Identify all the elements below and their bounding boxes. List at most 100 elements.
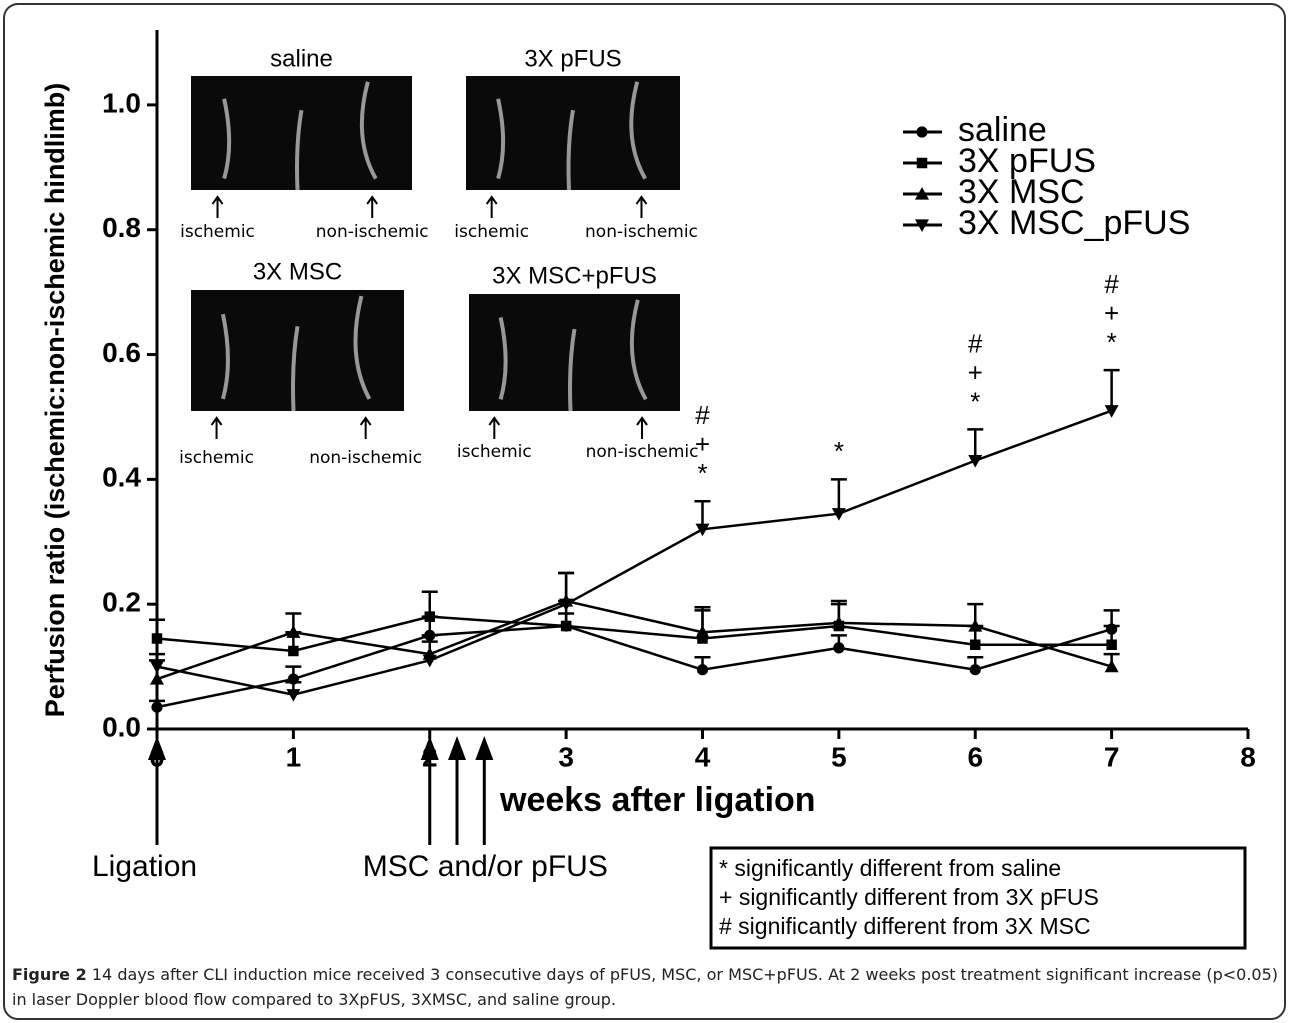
inset-arrow (366, 195, 379, 218)
inset-arrow (636, 416, 648, 439)
inset-label: non-ischemic (316, 222, 429, 242)
inset-label: non-ischemic (586, 442, 699, 462)
marker (559, 598, 574, 612)
legend-label: 3X pFUS (958, 142, 1096, 180)
inset-vessel (220, 295, 372, 412)
inset-vessel (222, 81, 378, 191)
inset-title: 3X pFUS (524, 45, 621, 72)
y-tick-label: 0.0 (102, 711, 141, 742)
inset-label: non-ischemic (309, 448, 422, 468)
marker (151, 701, 163, 713)
y-tick-label: 0.2 (102, 587, 141, 618)
y-tick-label: 1.0 (102, 87, 141, 118)
inset-arrow (488, 416, 501, 439)
marker (970, 639, 981, 650)
caption-text: 14 days after CLI induction mice receive… (12, 965, 1279, 1009)
key-box (709, 846, 1247, 950)
significance-mark: # (695, 400, 710, 430)
event-arrowhead (420, 736, 439, 760)
marker (915, 187, 929, 200)
x-tick-label: 5 (831, 741, 847, 772)
marker (697, 633, 708, 644)
marker (969, 664, 981, 676)
caption-label: Figure 2 (12, 965, 87, 984)
significance-mark: * (697, 458, 707, 488)
key-text: * significantly different from saline (719, 855, 1061, 881)
marker (286, 689, 301, 702)
series-line (156, 624, 1112, 709)
significance-mark: # (1104, 269, 1119, 299)
marker (1104, 659, 1119, 673)
inset-arrow (635, 195, 648, 218)
marker (833, 642, 845, 654)
marker (150, 672, 164, 685)
event-arrowhead (475, 736, 494, 760)
x-tick-label: 1 (286, 741, 302, 772)
marker (916, 126, 928, 138)
frame (3, 3, 1286, 1020)
event-label: MSC and/or pFUS (363, 850, 608, 883)
x-tick-label: 3 (558, 741, 574, 772)
inset-arrow (211, 195, 224, 218)
marker (560, 620, 572, 632)
event-arrowhead (448, 736, 467, 760)
significance-mark: + (968, 357, 983, 387)
inset-arrow (210, 416, 223, 439)
inset-vessel (498, 299, 648, 412)
inset-label: ischemic (179, 448, 254, 468)
x-axis-label: weeks after ligation (499, 781, 816, 819)
inset-title: 3X MSC+pFUS (492, 262, 657, 289)
marker (968, 619, 983, 632)
marker (1104, 405, 1119, 418)
significance-mark: * (970, 386, 980, 416)
marker (916, 157, 928, 169)
marker (151, 633, 163, 644)
marker (696, 664, 709, 676)
x-tick-label: 4 (695, 741, 711, 772)
marker (968, 455, 983, 468)
legend-label: 3X MSC (958, 173, 1085, 211)
caption: Figure 2 14 days after CLI induction mic… (12, 962, 1278, 1012)
key-text: + significantly different from 3X pFUS (719, 884, 1099, 910)
event-label: Ligation (92, 850, 197, 883)
inset-vessel (496, 81, 647, 191)
series-line (156, 615, 1112, 653)
marker (915, 219, 929, 232)
inset-title: saline (270, 45, 333, 72)
x-tick-label: 8 (1240, 741, 1256, 772)
marker (831, 508, 846, 521)
significance-mark: * (834, 436, 844, 466)
marker (422, 654, 437, 668)
y-tick-label: 0.6 (102, 337, 141, 368)
marker (831, 615, 846, 629)
marker (424, 611, 435, 622)
x-tick-label: 6 (967, 741, 983, 772)
significance-mark: * (1107, 327, 1117, 357)
significance-mark: # (968, 328, 983, 358)
series-line (156, 409, 1113, 696)
marker (695, 523, 710, 537)
significance-mark: + (1104, 298, 1119, 328)
inset-label: ischemic (457, 442, 532, 462)
inset-arrow (359, 416, 372, 439)
series-line (156, 599, 1112, 681)
legend-label: saline (958, 111, 1047, 149)
y-axis-label: Perfusion ratio (ischemic:non-ischemic h… (40, 83, 70, 718)
inset-arrow (485, 195, 498, 218)
error-bar (830, 478, 847, 514)
inset-label: ischemic (454, 222, 529, 242)
marker (288, 645, 299, 657)
error-bar (1103, 368, 1120, 411)
marker (695, 625, 710, 638)
y-tick-label: 0.4 (102, 462, 141, 493)
significance-mark: + (695, 429, 710, 459)
marker (1106, 639, 1117, 650)
inset-label: non-ischemic (585, 222, 698, 242)
y-tick-label: 0.8 (102, 212, 141, 243)
event-arrowhead (148, 736, 166, 760)
inset-title: 3X MSC (253, 258, 342, 285)
key-text: # significantly different from 3X MSC (719, 913, 1091, 939)
x-tick-label: 7 (1104, 741, 1120, 772)
